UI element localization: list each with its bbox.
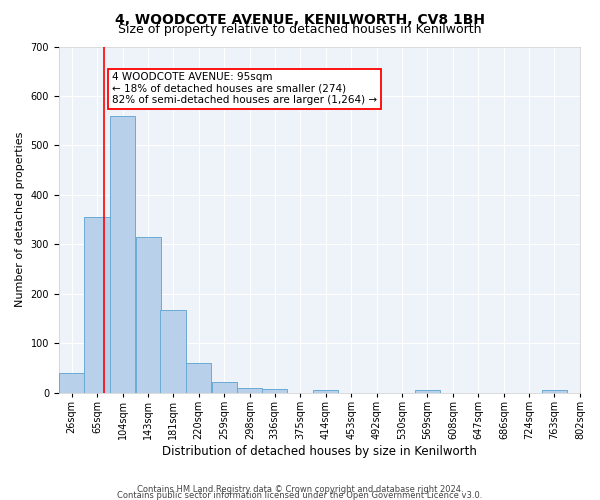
Bar <box>160 310 186 392</box>
Text: Size of property relative to detached houses in Kenilworth: Size of property relative to detached ho… <box>118 22 482 36</box>
Text: Contains public sector information licensed under the Open Government Licence v3: Contains public sector information licen… <box>118 490 482 500</box>
Bar <box>542 390 567 392</box>
Bar <box>110 116 136 392</box>
Bar <box>59 373 84 392</box>
Y-axis label: Number of detached properties: Number of detached properties <box>15 132 25 307</box>
Text: 4 WOODCOTE AVENUE: 95sqm
← 18% of detached houses are smaller (274)
82% of semi-: 4 WOODCOTE AVENUE: 95sqm ← 18% of detach… <box>112 72 377 106</box>
Bar <box>212 382 237 392</box>
Bar <box>237 388 262 392</box>
X-axis label: Distribution of detached houses by size in Kenilworth: Distribution of detached houses by size … <box>162 444 477 458</box>
Bar <box>313 390 338 392</box>
Text: Contains HM Land Registry data © Crown copyright and database right 2024.: Contains HM Land Registry data © Crown c… <box>137 485 463 494</box>
Bar <box>136 237 161 392</box>
Bar <box>262 389 287 392</box>
Bar <box>415 390 440 392</box>
Text: 4, WOODCOTE AVENUE, KENILWORTH, CV8 1BH: 4, WOODCOTE AVENUE, KENILWORTH, CV8 1BH <box>115 12 485 26</box>
Bar <box>85 217 110 392</box>
Bar <box>186 363 211 392</box>
